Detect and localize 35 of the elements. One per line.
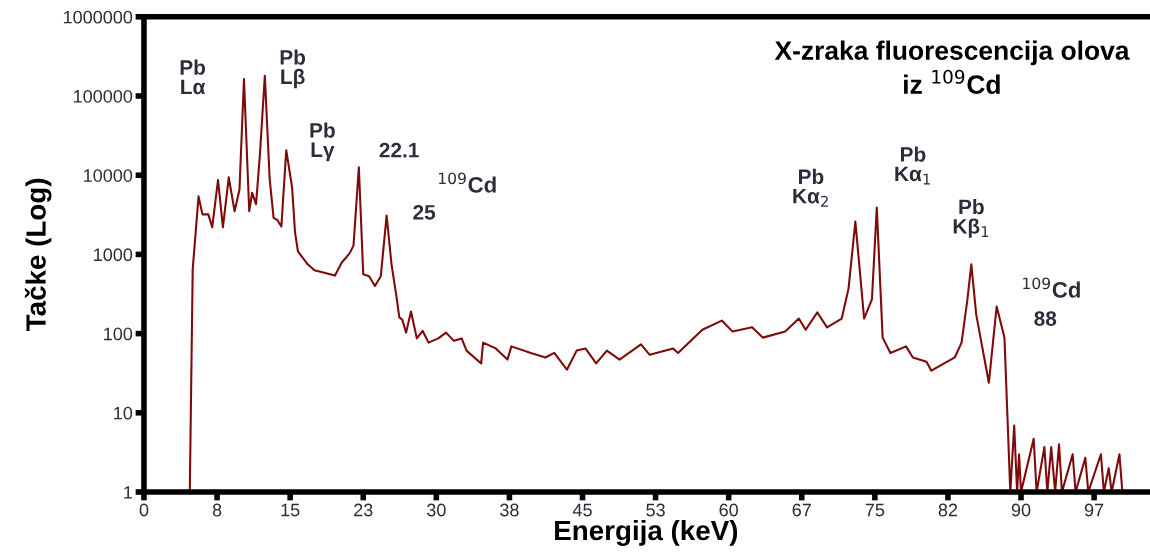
x-tick-label: 38 <box>500 503 519 517</box>
annotation: Pb Kα$_{2}$ <box>793 168 828 207</box>
x-tick-label: 60 <box>719 503 739 517</box>
annotation: 22.1 <box>379 142 419 158</box>
annotation: $^{109}$Cd <box>438 172 496 193</box>
x-tick-label: 15 <box>281 503 300 517</box>
x-tick-label: 97 <box>1084 503 1104 517</box>
y-tick-label: 1 <box>124 486 132 499</box>
x-tick-label: 30 <box>426 503 446 517</box>
annotation: Pb Lβ <box>280 49 306 89</box>
y-axis-title: Tačke (Log) <box>24 178 52 332</box>
annotation: $^{109}$Cd <box>1023 277 1080 298</box>
annotation: Pb Lγ <box>310 122 335 162</box>
annotation: 25 <box>413 204 436 220</box>
x-tick-label: 67 <box>792 503 811 517</box>
x-tick-label: 23 <box>354 503 373 517</box>
annotation: 88 <box>1034 311 1057 326</box>
x-tick-label: 0 <box>139 503 149 517</box>
x-tick-label: 75 <box>865 503 885 517</box>
x-tick-label: 8 <box>212 503 222 517</box>
annotation: Pb Kα$_{1}$ <box>895 146 930 185</box>
y-tick-label: 1000 <box>94 248 133 262</box>
y-tick-label: 10000 <box>84 169 133 182</box>
y-tick-label: 1000000 <box>63 10 133 24</box>
text: X-zraka fluorescencija olova iz $^{109}$Cd <box>774 40 1130 94</box>
y-tick-label: 100000 <box>74 89 133 103</box>
x-tick-label: 45 <box>572 503 592 517</box>
x-tick-label: 90 <box>1011 503 1031 517</box>
x-axis-title: Energija (keV) <box>555 519 738 546</box>
annotation: Pb Lα <box>180 59 206 95</box>
y-tick-label: 10 <box>114 406 133 420</box>
annotation: Pb Kβ$_{1}$ <box>953 198 989 238</box>
x-tick-label: 53 <box>646 503 665 517</box>
x-tick-label: 82 <box>938 503 958 517</box>
y-tick-label: 100 <box>104 327 133 341</box>
